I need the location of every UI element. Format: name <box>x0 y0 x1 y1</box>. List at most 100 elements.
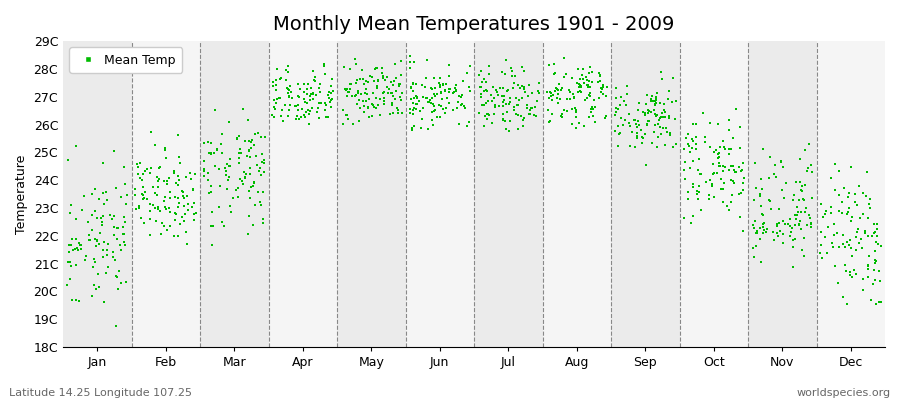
Point <box>804 215 818 222</box>
Point <box>677 167 691 174</box>
Point <box>158 194 172 200</box>
Point <box>788 236 802 243</box>
Point <box>65 297 79 303</box>
Point <box>405 88 419 94</box>
Point <box>312 89 327 95</box>
Point <box>148 190 162 196</box>
Point <box>277 102 292 108</box>
Point <box>204 183 219 189</box>
Point <box>281 90 295 96</box>
Point <box>682 165 697 172</box>
Point <box>109 273 123 279</box>
Point <box>256 189 270 195</box>
Point <box>406 81 420 88</box>
Point <box>580 82 595 88</box>
Point <box>496 117 510 123</box>
Point <box>585 79 599 86</box>
Point <box>835 198 850 205</box>
Point <box>274 113 288 120</box>
Point <box>711 151 725 158</box>
Point <box>250 162 265 168</box>
Point <box>661 129 675 135</box>
Point <box>705 182 719 189</box>
Point <box>497 93 511 100</box>
Point <box>86 212 100 219</box>
Point <box>134 215 148 222</box>
Point <box>95 222 110 228</box>
Point <box>668 115 682 122</box>
Point <box>244 145 258 152</box>
Point <box>218 165 232 172</box>
Point <box>555 111 570 117</box>
Point <box>861 266 876 273</box>
Point <box>792 222 806 228</box>
Point <box>183 170 197 176</box>
Point <box>166 232 181 239</box>
Point <box>392 82 406 89</box>
Point <box>150 204 165 210</box>
Point <box>202 150 216 156</box>
Point <box>652 124 667 130</box>
Point <box>508 104 522 110</box>
Bar <box>131 41 200 347</box>
Point <box>636 134 651 141</box>
Point <box>419 57 434 63</box>
Point <box>754 203 769 209</box>
Point <box>826 244 841 250</box>
Point <box>273 76 287 82</box>
Point <box>205 222 220 229</box>
Point <box>117 164 131 170</box>
Point <box>499 126 513 132</box>
Point <box>639 162 653 168</box>
Point <box>835 232 850 239</box>
Point <box>353 104 367 111</box>
Point <box>239 170 254 177</box>
Point <box>140 196 154 203</box>
Point <box>795 188 809 194</box>
Point <box>426 86 440 92</box>
Point <box>518 86 532 92</box>
Point <box>88 286 103 292</box>
Point <box>583 92 598 99</box>
Point <box>554 96 568 102</box>
Point <box>62 242 77 248</box>
Point <box>248 202 262 208</box>
Point <box>362 96 376 102</box>
Point <box>686 138 700 144</box>
Point <box>111 285 125 292</box>
Point <box>502 101 517 107</box>
Point <box>407 59 421 66</box>
Point <box>491 92 505 98</box>
Point <box>560 96 574 102</box>
Point <box>531 88 545 95</box>
Point <box>642 118 656 124</box>
Point <box>406 100 420 106</box>
Point <box>269 82 284 88</box>
Point <box>369 95 383 102</box>
Point <box>63 276 77 282</box>
Point <box>312 81 327 88</box>
Point <box>68 236 83 242</box>
Point <box>479 79 493 86</box>
Point <box>475 102 490 108</box>
Point <box>370 65 384 71</box>
Point <box>760 226 774 232</box>
Point <box>686 184 700 190</box>
Point <box>557 74 572 80</box>
Point <box>66 246 80 253</box>
Point <box>580 82 594 88</box>
Point <box>385 82 400 88</box>
Point <box>592 72 607 79</box>
Point <box>868 248 882 254</box>
Point <box>310 108 324 115</box>
Point <box>137 220 151 226</box>
Point <box>90 215 104 221</box>
Point <box>559 71 573 78</box>
Point <box>159 206 174 212</box>
Point <box>177 203 192 210</box>
Point <box>864 233 878 240</box>
Point <box>506 85 520 91</box>
Point <box>433 84 447 90</box>
Point <box>93 230 107 237</box>
Point <box>839 268 853 274</box>
